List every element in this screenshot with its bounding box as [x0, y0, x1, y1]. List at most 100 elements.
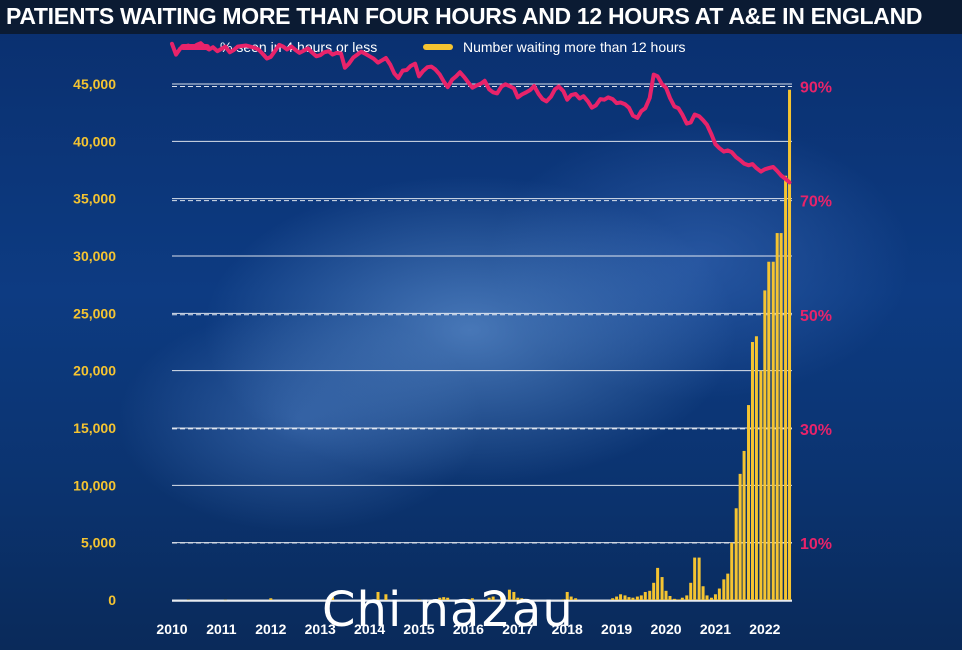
x-tick-label: 2015: [403, 621, 434, 637]
x-tick-label: 2021: [700, 621, 731, 637]
legend-bars-swatch: [423, 44, 453, 50]
chart-title: PATIENTS WAITING MORE THAN FOUR HOURS AN…: [6, 3, 923, 29]
bar: [722, 579, 726, 600]
legend-item-bars: Number waiting more than 12 hours: [423, 37, 686, 57]
bar: [520, 598, 524, 600]
bar: [507, 589, 511, 600]
bar: [784, 175, 788, 600]
bar: [668, 595, 672, 600]
bar: [470, 598, 474, 600]
bar: [672, 598, 676, 600]
bar: [376, 591, 380, 600]
bar: [516, 597, 520, 600]
y-tick-left-label: 35,000: [73, 191, 116, 207]
bar: [269, 598, 273, 600]
bar: [680, 597, 684, 600]
bar: [623, 595, 627, 600]
bar: [771, 261, 775, 600]
y-tick-right-label: 70%: [800, 194, 832, 211]
bar: [730, 542, 734, 600]
bar: [500, 593, 504, 600]
bar: [713, 594, 717, 600]
bar: [763, 290, 767, 600]
y-tick-left-label: 15,000: [73, 420, 116, 436]
bar: [767, 261, 771, 600]
bar: [747, 405, 751, 600]
bar: [331, 597, 335, 600]
bar: [652, 582, 656, 600]
y-tick-left-label: 5,000: [81, 535, 116, 551]
bar: [615, 596, 619, 600]
bar: [754, 336, 758, 600]
bar: [442, 597, 446, 600]
bar: [561, 599, 565, 600]
y-tick-left-label: 30,000: [73, 248, 116, 264]
watermark: Chi na2au: [322, 582, 574, 638]
bar: [779, 233, 783, 601]
bar: [738, 473, 742, 600]
bar: [775, 233, 779, 601]
x-tick-label: 2011: [206, 621, 237, 637]
bar: [223, 599, 227, 601]
bar: [487, 597, 491, 600]
bar: [693, 557, 697, 600]
bar: [788, 89, 792, 600]
title-bar: PATIENTS WAITING MORE THAN FOUR HOURS AN…: [0, 0, 962, 34]
bar: [631, 597, 635, 600]
y-tick-left-label: 0: [108, 592, 116, 608]
x-tick-label: 2022: [749, 621, 780, 637]
bar: [664, 590, 668, 600]
x-tick-label: 2020: [650, 621, 681, 637]
bar: [656, 567, 660, 600]
bar: [685, 595, 689, 600]
x-tick-label: 2013: [305, 621, 336, 637]
y-tick-left-label: 40,000: [73, 133, 116, 149]
bar: [750, 342, 754, 600]
bar: [717, 588, 721, 600]
bar: [734, 508, 738, 600]
x-tick-label: 2014: [354, 621, 385, 637]
y-tick-right-label: 30%: [800, 422, 832, 439]
bar: [446, 597, 450, 600]
bar: [639, 595, 643, 600]
x-tick-label: 2012: [255, 621, 286, 637]
bar: [619, 594, 623, 600]
bar: [512, 591, 516, 600]
bar: [438, 597, 442, 600]
bar: [635, 596, 639, 600]
bar: [742, 450, 746, 600]
bar: [384, 594, 388, 600]
y-tick-right-label: 90%: [800, 80, 832, 97]
bar: [186, 599, 190, 601]
bar: [565, 591, 569, 600]
bar: [627, 597, 631, 600]
bar: [569, 596, 573, 600]
y-tick-left-label: 10,000: [73, 477, 116, 493]
x-tick-label: 2010: [156, 621, 187, 637]
bar: [709, 597, 713, 600]
x-tick-label: 2016: [453, 621, 484, 637]
x-tick-label: 2017: [502, 621, 533, 637]
x-tick-label: 2019: [601, 621, 632, 637]
bar: [466, 599, 470, 600]
y-tick-left-label: 45,000: [73, 76, 116, 92]
bar: [701, 586, 705, 600]
legend-bars-label: Number waiting more than 12 hours: [463, 39, 686, 55]
bar: [574, 598, 578, 600]
x-tick-label: 2018: [552, 621, 583, 637]
bar: [705, 595, 709, 600]
y-tick-right-label: 50%: [800, 308, 832, 325]
bar: [689, 582, 693, 600]
bar: [417, 599, 421, 600]
bar: [726, 573, 730, 600]
y-tick-right-label: 10%: [800, 536, 832, 553]
bar: [660, 577, 664, 600]
bar: [759, 370, 763, 600]
bar: [697, 557, 701, 600]
bar: [491, 596, 495, 600]
y-tick-left-label: 25,000: [73, 305, 116, 321]
bar: [643, 591, 647, 600]
series-line: [170, 41, 792, 185]
